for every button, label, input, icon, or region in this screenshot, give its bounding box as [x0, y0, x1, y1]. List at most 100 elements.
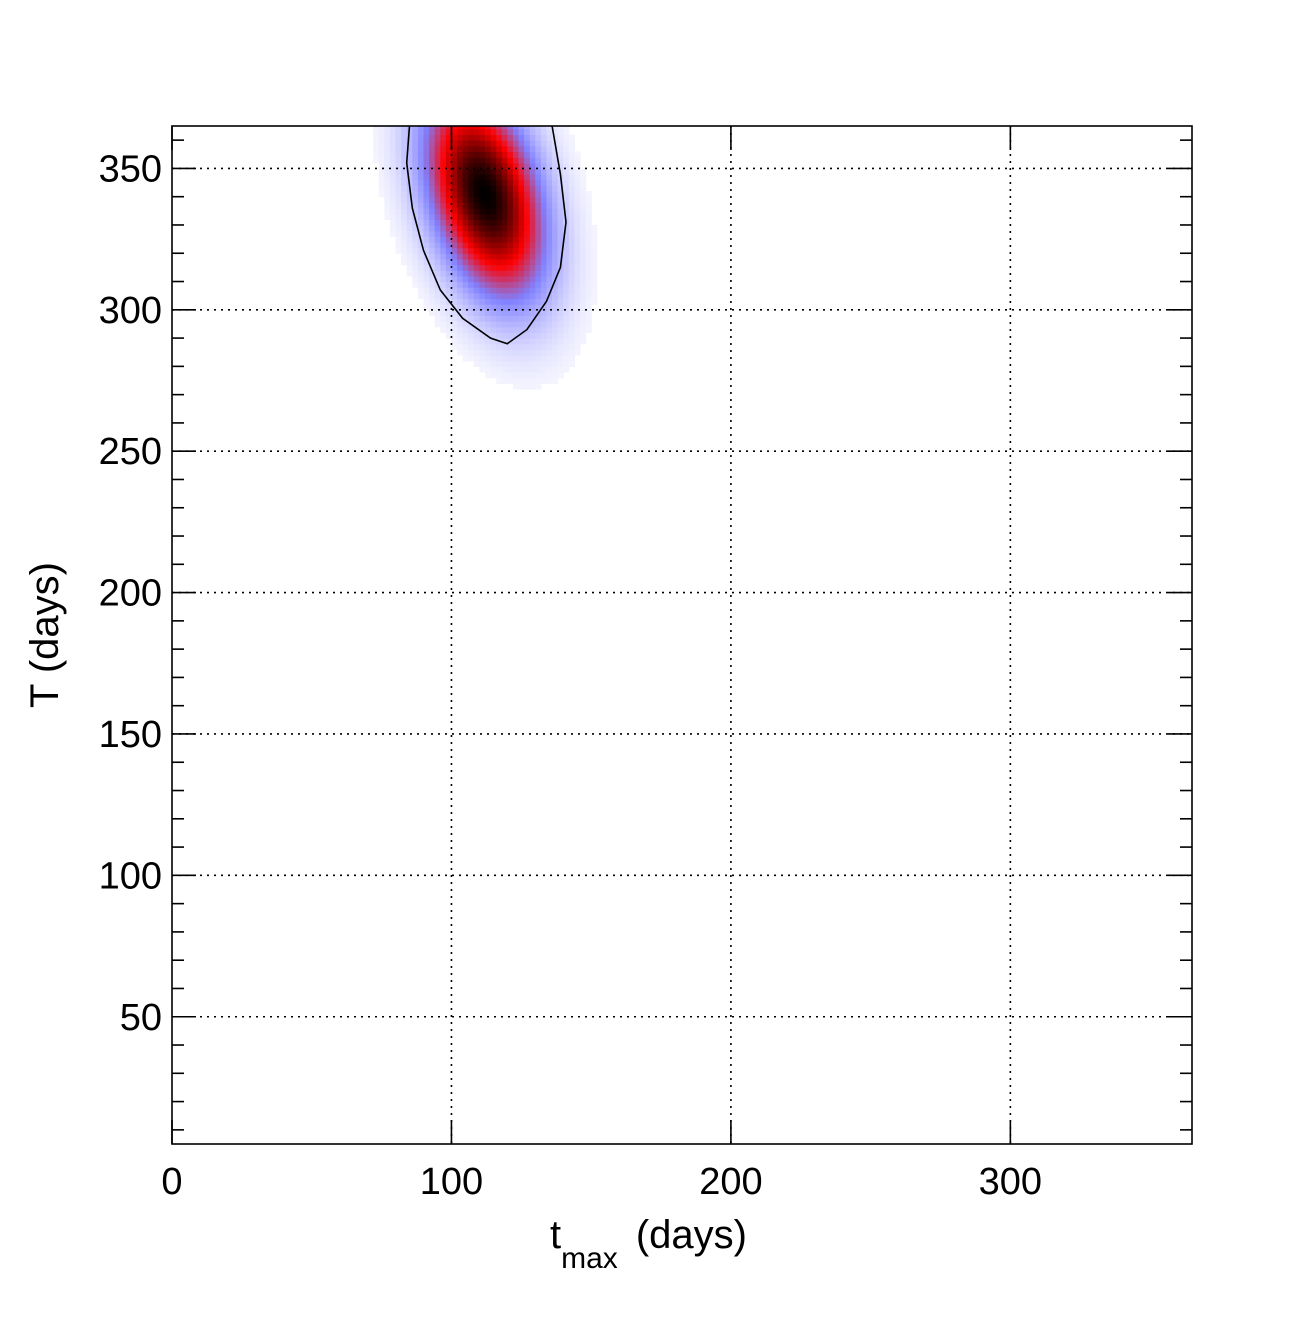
heatmap-cell [479, 309, 486, 317]
heatmap-cell [401, 202, 408, 209]
heatmap-cell [457, 326, 464, 334]
heatmap-cell [568, 258, 576, 266]
heatmap-cell [468, 349, 475, 356]
heatmap-cell [518, 281, 525, 288]
heatmap-cell [389, 145, 397, 153]
heatmap-cell [535, 366, 542, 373]
heatmap-cell [412, 179, 419, 186]
heatmap-cell [479, 287, 486, 294]
heatmap-cell [501, 140, 508, 147]
heatmap-cell [568, 281, 576, 288]
heatmap-cell [507, 326, 514, 334]
heatmap-cell [535, 162, 542, 170]
heatmap-cell [557, 304, 564, 311]
heatmap-cell [524, 332, 531, 339]
heatmap-cell [429, 230, 436, 237]
heatmap-cell [585, 315, 592, 322]
heatmap-cell [507, 230, 514, 237]
heatmap-cell [490, 196, 497, 203]
heatmap-cell [496, 230, 503, 237]
heatmap-cell [524, 264, 531, 271]
heatmap-cell [518, 349, 525, 356]
heatmap-cell [462, 247, 469, 254]
heatmap-cell [451, 157, 458, 164]
heatmap-cell [389, 128, 397, 136]
heatmap-cell [557, 185, 564, 192]
heatmap-cell [529, 174, 536, 181]
heatmap-cell [501, 321, 508, 328]
heatmap-cell [423, 196, 430, 203]
heatmap-cell [468, 315, 475, 322]
heatmap-cell [529, 383, 536, 390]
heatmap-cell [440, 134, 447, 141]
heatmap-cell [473, 230, 480, 237]
heatmap-cell [540, 343, 548, 350]
heatmap-cell [568, 326, 576, 334]
heatmap-cell [406, 258, 413, 266]
heatmap-cell [445, 157, 453, 164]
heatmap-cell [451, 275, 458, 283]
heatmap-cell [434, 309, 441, 317]
heatmap-cell [552, 196, 559, 203]
heatmap-cell [557, 292, 564, 300]
heatmap-cell [546, 326, 553, 334]
heatmap-cell [484, 208, 492, 215]
heatmap-cell [401, 174, 408, 181]
heatmap-cell [445, 315, 453, 322]
heatmap-cell [417, 126, 425, 130]
heatmap-cell [585, 275, 592, 283]
heatmap-cell [507, 128, 514, 136]
heatmap-cell [468, 140, 475, 147]
heatmap-cell [529, 185, 536, 192]
heatmap-cell [417, 145, 425, 153]
heatmap-cell [557, 224, 564, 232]
heatmap-cell [496, 372, 503, 379]
heatmap-cell [546, 349, 553, 356]
heatmap-cell [484, 258, 492, 266]
heatmap-cell [440, 309, 447, 317]
heatmap-cell [540, 298, 548, 305]
heatmap-cell [496, 275, 503, 283]
heatmap-cell [535, 377, 542, 384]
heatmap-cell [568, 174, 576, 181]
heatmap-cell [563, 315, 570, 322]
heatmap-cell [462, 241, 469, 249]
heatmap-cell [434, 157, 441, 164]
heatmap-cell [546, 377, 553, 384]
heatmap-cell [574, 174, 581, 181]
heatmap-cell [552, 309, 559, 317]
heatmap-cell [440, 224, 447, 232]
heatmap-cell [479, 270, 486, 277]
heatmap-cell [585, 196, 592, 203]
heatmap-cell [423, 185, 430, 192]
heatmap-cell [501, 298, 508, 305]
heatmap-cell [518, 202, 525, 209]
heatmap-cell [490, 349, 497, 356]
heatmap-cell [457, 157, 464, 164]
heatmap-cell [479, 298, 486, 305]
heatmap-cell [552, 298, 559, 305]
heatmap-cell [501, 253, 508, 260]
heatmap-cell [496, 292, 503, 300]
heatmap-cell [563, 309, 570, 317]
heatmap-cell [552, 145, 559, 153]
heatmap-cell [484, 292, 492, 300]
heatmap-cell [451, 208, 458, 215]
heatmap-cell [484, 126, 492, 130]
heatmap-cell [563, 298, 570, 305]
heatmap-cell [529, 157, 536, 164]
heatmap-cell [557, 157, 564, 164]
heatmap-cell [585, 292, 592, 300]
heatmap-cell [384, 168, 391, 175]
heatmap-cell [395, 224, 402, 232]
heatmap-cell [429, 126, 436, 130]
heatmap-cell [507, 179, 514, 186]
heatmap-cell [401, 179, 408, 186]
heatmap-cell [473, 326, 480, 334]
heatmap-cell [384, 179, 391, 186]
heatmap-cell [490, 162, 497, 170]
heatmap-cell [379, 118, 385, 124]
heatmap-cell [529, 309, 536, 317]
heatmap-cell [457, 185, 464, 192]
heatmap-cell [451, 321, 458, 328]
